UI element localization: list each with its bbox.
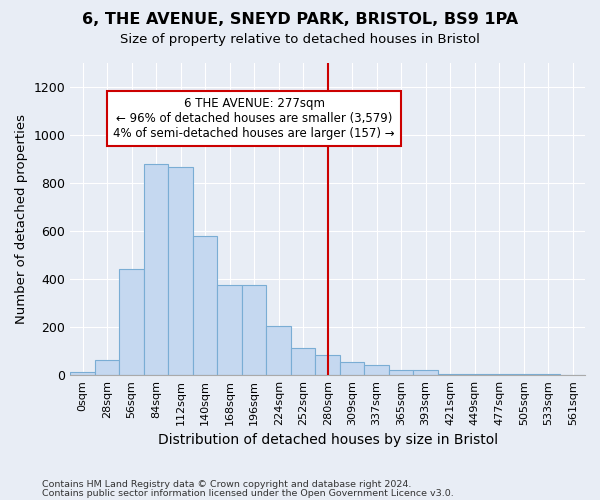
Bar <box>487 374 511 375</box>
Bar <box>389 370 413 375</box>
Bar <box>266 326 291 375</box>
Bar <box>217 285 242 375</box>
Bar <box>364 365 389 375</box>
Bar <box>536 374 560 375</box>
Bar <box>193 236 217 375</box>
X-axis label: Distribution of detached houses by size in Bristol: Distribution of detached houses by size … <box>158 434 498 448</box>
Bar <box>340 362 364 375</box>
Bar <box>144 164 169 375</box>
Text: Contains public sector information licensed under the Open Government Licence v3: Contains public sector information licen… <box>42 489 454 498</box>
Text: 6, THE AVENUE, SNEYD PARK, BRISTOL, BS9 1PA: 6, THE AVENUE, SNEYD PARK, BRISTOL, BS9 … <box>82 12 518 28</box>
Bar <box>242 285 266 375</box>
Text: Contains HM Land Registry data © Crown copyright and database right 2024.: Contains HM Land Registry data © Crown c… <box>42 480 412 489</box>
Text: Size of property relative to detached houses in Bristol: Size of property relative to detached ho… <box>120 32 480 46</box>
Bar <box>413 370 438 375</box>
Bar <box>316 354 340 375</box>
Bar <box>438 374 463 375</box>
Bar <box>291 348 316 375</box>
Bar <box>95 360 119 375</box>
Bar <box>169 167 193 375</box>
Bar <box>119 270 144 375</box>
Bar <box>70 372 95 375</box>
Text: 6 THE AVENUE: 277sqm
← 96% of detached houses are smaller (3,579)
4% of semi-det: 6 THE AVENUE: 277sqm ← 96% of detached h… <box>113 98 395 140</box>
Bar <box>463 374 487 375</box>
Bar <box>511 374 536 375</box>
Y-axis label: Number of detached properties: Number of detached properties <box>15 114 28 324</box>
